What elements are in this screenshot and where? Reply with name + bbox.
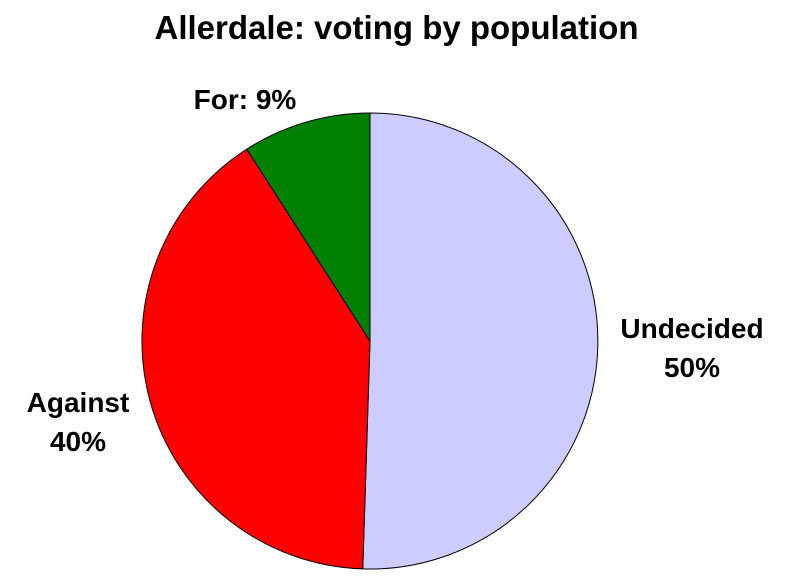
slice-label-line: 40% [50, 426, 106, 457]
slice-label-against: Against 40% [27, 387, 130, 457]
pie-slice-for [246, 112, 371, 342]
pie-labels: Undecided 50% Against 40% For: 9% [27, 84, 764, 457]
slice-label-line: For: 9% [194, 84, 297, 115]
pie-slices [141, 112, 599, 570]
slice-label-line: 50% [664, 352, 720, 383]
pie-slice-against [141, 148, 371, 570]
chart-title: Allerdale: voting by population [154, 9, 639, 46]
slice-label-for: For: 9% [194, 84, 297, 115]
slice-label-line: Undecided [620, 313, 763, 344]
slice-label-undecided: Undecided 50% [620, 313, 763, 383]
slice-label-line: Against [27, 387, 130, 418]
pie-slice-undecided [362, 112, 599, 570]
